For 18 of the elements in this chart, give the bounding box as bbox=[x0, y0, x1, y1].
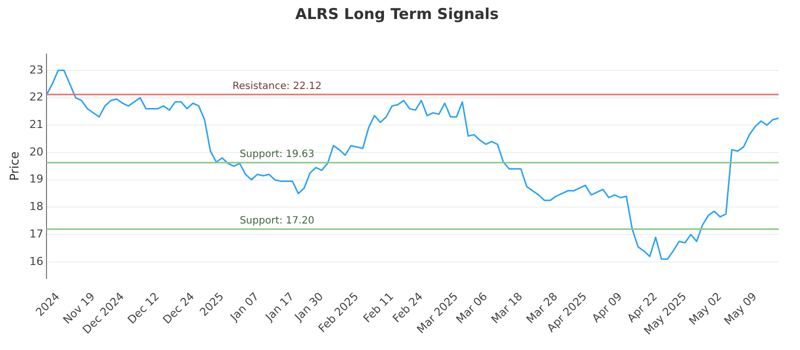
y-tick-label: 18 bbox=[29, 200, 44, 214]
y-tick-label: 22 bbox=[29, 90, 44, 104]
y-tick-label: 17 bbox=[29, 227, 44, 240]
y-axis-title: Price bbox=[7, 152, 22, 181]
y-tick-label: 21 bbox=[29, 118, 44, 131]
chart-title: ALRS Long Term Signals bbox=[295, 4, 499, 23]
ref-line-label: Support: 17.20 bbox=[240, 216, 314, 227]
x-tick-label: Mar 18 bbox=[488, 290, 526, 326]
x-tick-label: Dec 12 bbox=[125, 290, 162, 327]
x-tick-label: Apr 09 bbox=[590, 290, 625, 325]
y-tick-label: 16 bbox=[29, 254, 44, 268]
ref-line-label: Resistance: 22.12 bbox=[232, 81, 322, 92]
x-tick-label: Jan 07 bbox=[227, 290, 262, 324]
y-tick-label: 20 bbox=[29, 145, 44, 158]
y-tick-label: 19 bbox=[29, 172, 44, 186]
ref-line-label: Support: 19.63 bbox=[240, 149, 314, 160]
x-tick-label: Dec 24 bbox=[160, 290, 197, 327]
y-tick-label: 23 bbox=[29, 63, 44, 76]
